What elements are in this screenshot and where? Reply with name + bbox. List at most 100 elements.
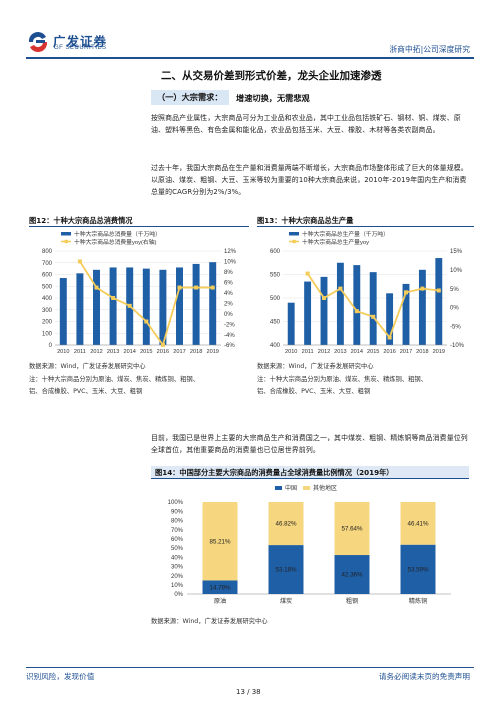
paragraph-2: 过去十年，我国大宗商品在生产量和消费量两端不断增长，大宗商品市场整体形成了巨大的… xyxy=(151,164,468,196)
y-tick-label: 0% xyxy=(174,592,183,598)
x-tick-label: 2013 xyxy=(107,349,119,355)
x-tick-label: 2012 xyxy=(318,349,330,355)
bar-china xyxy=(268,545,304,594)
x-tick-label: 2011 xyxy=(302,349,314,355)
figure-12-chart: 0 100 200 300 400 500 600 700 800 -6% -4% -2% 0% 2% 4%… xyxy=(42,230,237,355)
x-tick-label: 2016 xyxy=(383,349,395,355)
yoy-marker xyxy=(210,285,215,290)
y-right-tick-label: -6% xyxy=(224,343,235,349)
y-right-tick-label: 10% xyxy=(450,268,463,274)
legend-swatch-bar xyxy=(289,232,299,236)
brand-logo: 广发证券 GF SECURITIES xyxy=(26,30,136,54)
y-left-tick-label: 500 xyxy=(270,296,281,302)
bar xyxy=(418,269,426,345)
y-tick-label: 10% xyxy=(171,583,184,589)
y-right-tick-label: -10% xyxy=(450,343,465,349)
bar xyxy=(304,281,312,345)
header-divider xyxy=(26,57,474,59)
brand-name-cn: 广发证券 xyxy=(53,34,108,49)
figure-14-chart: 0% 10% 20% 30% 40% 50% 60% 70% 80% 90% 100% 14.79% 8… xyxy=(168,484,451,605)
sub-section-tag: （一）大宗需求： xyxy=(151,90,229,105)
page-header: 广发证券 GF SECURITIES 浙商中拓|公司深度研究 xyxy=(0,0,500,62)
figure-12-note-2: 铝、合成橡胶、PVC、玉米、大豆、粗钢 xyxy=(29,388,143,395)
figure-13-chart: 400 450 500 550 600 -10% -5% 0% 5% 10% 15% 2010 2011… xyxy=(270,230,465,355)
yoy-marker xyxy=(127,303,132,308)
x-tick-label: 2012 xyxy=(90,349,102,355)
bar xyxy=(435,258,443,345)
y-tick-label: 30% xyxy=(171,565,184,571)
figure-14-title: 图14：中国部分主要大宗商品的消费量占全球消费量比例情况（2019年） xyxy=(151,466,469,479)
y-right-tick-label: 8% xyxy=(224,270,233,276)
x-tick-label: 2018 xyxy=(416,349,428,355)
y-left-tick-label: 300 xyxy=(42,308,53,314)
bar xyxy=(76,273,84,345)
x-tick-label: 2016 xyxy=(157,349,169,355)
yoy-marker xyxy=(420,286,425,291)
footer-slogan: 识别风险，发现价值 xyxy=(26,672,95,681)
x-tick-label: 2015 xyxy=(140,349,152,355)
yoy-marker xyxy=(305,271,310,276)
bar xyxy=(386,293,394,345)
y-tick-label: 100% xyxy=(168,500,184,506)
y-left-tick-label: 500 xyxy=(42,284,53,290)
figure-13-note-1: 注：十种大宗商品分别为原油、煤炭、焦炭、精炼铜、粗钢、 xyxy=(257,376,428,383)
page-number: 13 / 38 xyxy=(236,688,261,696)
bar xyxy=(109,267,117,345)
y-right-tick-label: -2% xyxy=(224,322,235,328)
data-label-other: 57.64% xyxy=(342,526,363,533)
y-right-tick-label: 6% xyxy=(224,281,233,287)
legend-swatch-other xyxy=(303,486,310,490)
yoy-marker xyxy=(160,343,165,347)
bar xyxy=(159,269,167,345)
x-tick-label: 2017 xyxy=(400,349,412,355)
y-tick-label: 80% xyxy=(171,519,184,525)
bar-china xyxy=(334,555,370,594)
figure-13-source: 数据来源：Wind，广发证券发展研究中心 xyxy=(257,363,374,370)
y-right-tick-label: 5% xyxy=(450,287,459,293)
x-tick-label: 2018 xyxy=(190,349,202,355)
y-left-tick-label: 800 xyxy=(42,249,53,255)
legend-swatch-marker xyxy=(292,239,296,244)
legend-label-line: 十种大宗商品总生产量yoy xyxy=(302,238,369,246)
yoy-marker xyxy=(177,285,182,290)
figure-13-title: 图13：十种大宗商品总生产量 xyxy=(257,214,474,227)
y-tick-label: 60% xyxy=(171,537,184,543)
footer-divider xyxy=(26,667,474,668)
x-tick-label: 2014 xyxy=(351,349,363,355)
y-left-tick-label: 400 xyxy=(270,343,281,349)
paragraph-1: 按照商品产业属性，大宗商品可分为工业品和农业品，其中工业品包括铁矿石、钢材、铜、… xyxy=(151,114,461,134)
y-right-tick-label: -4% xyxy=(224,333,235,339)
figure-12-source: 数据来源：Wind，广发证券发展研究中心 xyxy=(29,363,146,370)
x-tick-label: 2017 xyxy=(173,349,185,355)
legend-label-bar: 十种大宗商品总消费量（千万吨） xyxy=(74,230,161,238)
bar xyxy=(142,268,150,345)
y-tick-label: 50% xyxy=(171,546,184,552)
bar xyxy=(320,276,328,345)
bar xyxy=(93,269,100,345)
yoy-marker xyxy=(94,285,99,290)
data-label-other: 85.21% xyxy=(210,538,231,545)
report-type: 浙商中拓|公司深度研究 xyxy=(389,45,470,54)
bar-other xyxy=(334,502,370,556)
x-tick-label: 2010 xyxy=(57,349,69,355)
y-left-tick-label: 550 xyxy=(270,273,281,279)
figure-14-source: 数据来源：Wind，广发证券发展研究中心 xyxy=(151,618,268,625)
bar xyxy=(369,272,377,345)
yoy-marker xyxy=(436,288,441,293)
bar xyxy=(353,265,361,345)
y-left-tick-label: 600 xyxy=(270,249,281,255)
bar xyxy=(287,302,295,345)
figure-13-note-2: 铝、合成橡胶、PVC、玉米、大豆、粗钢 xyxy=(257,388,371,395)
x-tick-label: 2010 xyxy=(285,349,297,355)
yoy-marker xyxy=(387,335,392,340)
y-right-tick-label: 4% xyxy=(224,291,233,297)
bar xyxy=(59,278,67,345)
y-left-tick-label: 450 xyxy=(270,320,281,326)
legend-label-other: 其他地区 xyxy=(313,484,337,492)
x-tick-label: 粗钢 xyxy=(346,597,358,605)
yoy-marker xyxy=(404,290,408,295)
y-left-tick-label: 600 xyxy=(42,273,53,279)
data-label-china: 53.59% xyxy=(408,567,429,574)
yoy-marker xyxy=(354,309,359,314)
bar-other xyxy=(400,502,436,545)
